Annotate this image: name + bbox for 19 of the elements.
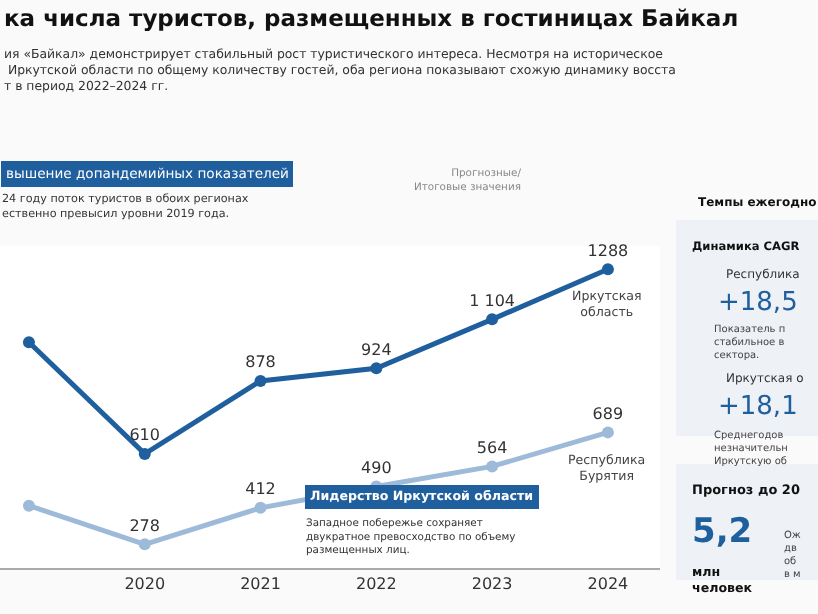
text: +18,5 (718, 288, 798, 318)
text: 5,2 (692, 512, 753, 552)
data-label: 610 (129, 426, 161, 445)
data-label: 412 (245, 480, 276, 499)
data-label: 278 (129, 516, 161, 535)
text: +18,1 (718, 392, 798, 422)
data-label: 1 104 (469, 291, 516, 310)
chart-title: ка числа туристов, размещенных в гостиницах Байкал (4, 4, 739, 32)
data-label: 490 (361, 459, 392, 478)
data-label: 564 (476, 438, 508, 457)
data-label: 1288 (587, 241, 629, 260)
x-tick-label: 2024 (587, 575, 629, 594)
x-tick-label: 2022 (355, 575, 397, 594)
data-label: 878 (245, 353, 276, 372)
data-label: 924 (361, 340, 392, 359)
x-tick-label: 2020 (124, 575, 166, 594)
x-tick-label: 2023 (471, 575, 513, 594)
x-tick-label: 2021 (240, 575, 281, 594)
data-label: 689 (592, 404, 624, 423)
